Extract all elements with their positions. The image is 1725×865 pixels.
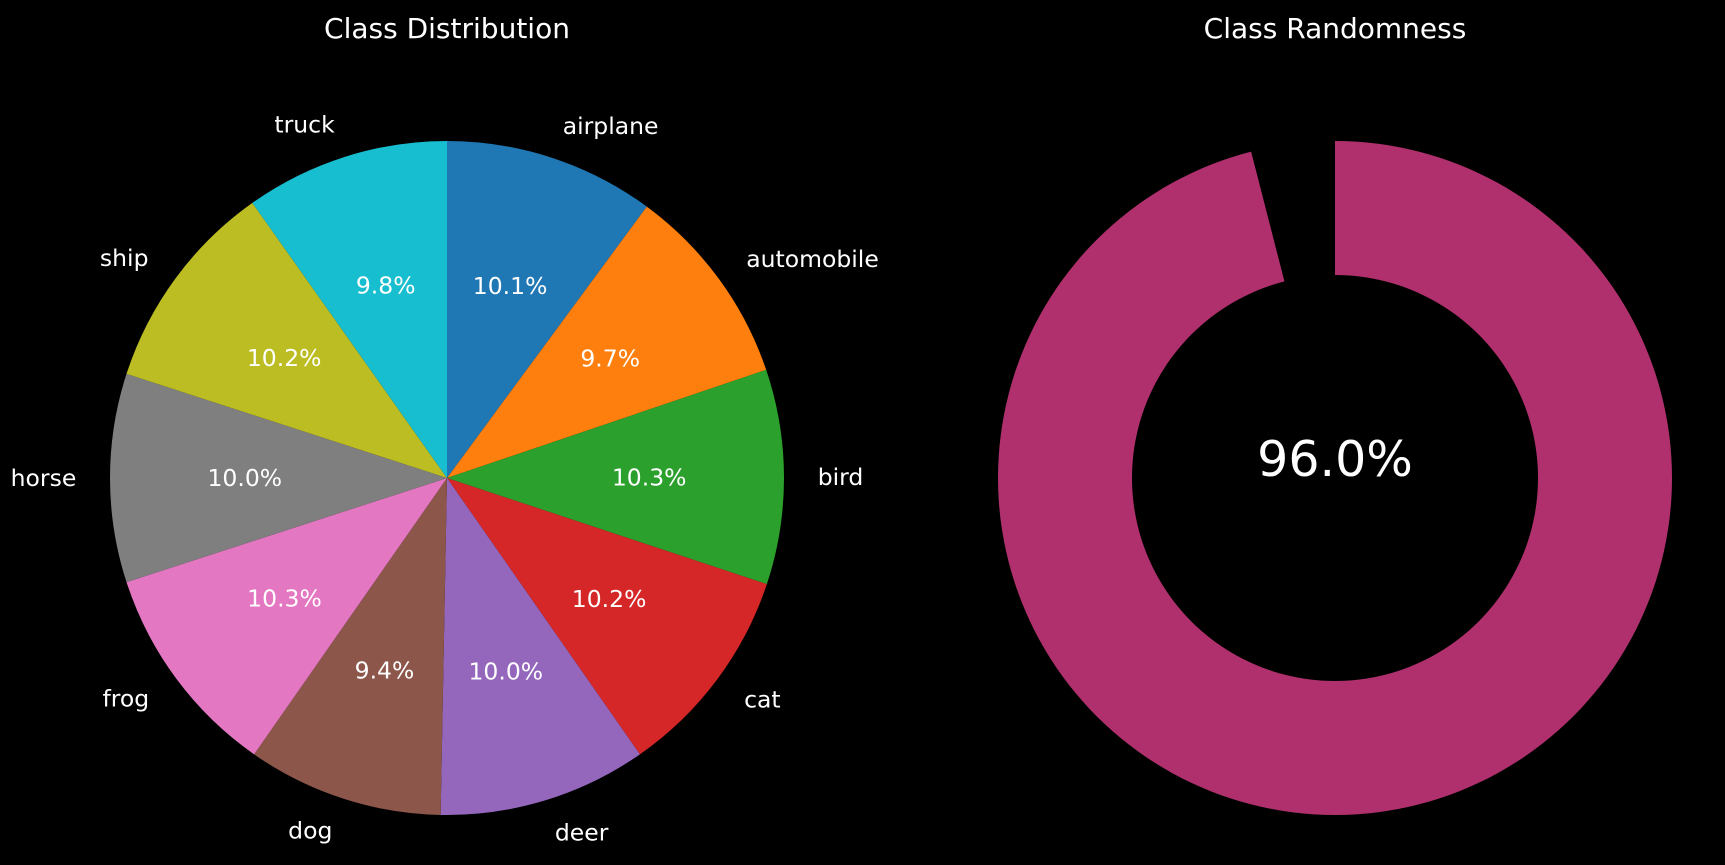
donut-segment-remainder	[1251, 141, 1335, 282]
pie-slice-cat	[447, 478, 767, 755]
pie-label-deer: deer	[555, 819, 609, 847]
pie-percent-truck: 9.8%	[356, 271, 416, 299]
pie-slice-airplane	[447, 141, 647, 478]
pie-label-truck: truck	[274, 111, 335, 139]
pie-slice-automobile	[447, 206, 767, 478]
pie-slice-deer	[440, 478, 640, 815]
pie-percent-ship: 10.2%	[247, 344, 322, 372]
pie-slice-horse	[110, 373, 447, 583]
pie-percent-horse: 10.0%	[207, 464, 282, 492]
class-randomness-title: Class Randomness	[1204, 12, 1467, 45]
pie-label-automobile: automobile	[746, 245, 879, 273]
donut-segment-randomness	[998, 141, 1673, 815]
donut-slices	[998, 141, 1673, 815]
pie-slice-dog	[254, 478, 447, 815]
pie-percent-dog: 9.4%	[355, 656, 415, 684]
pie-label-dog: dog	[288, 817, 332, 845]
randomness-center-value: 96.0%	[1257, 431, 1413, 488]
pie-label-frog: frog	[102, 685, 149, 713]
pie-label-bird: bird	[818, 463, 864, 491]
pie-percent-deer: 10.0%	[468, 657, 543, 685]
pie-slice-ship	[126, 202, 447, 478]
pie-percent-cat: 10.2%	[572, 585, 647, 613]
pie-slice-bird	[447, 369, 784, 585]
pie-percent-automobile: 9.7%	[580, 345, 640, 373]
pie-percent-airplane: 10.1%	[473, 272, 548, 300]
pie-slices	[110, 141, 784, 815]
pie-percent-frog: 10.3%	[247, 584, 322, 612]
pie-label-horse: horse	[11, 464, 77, 492]
pie-label-ship: ship	[100, 244, 149, 272]
pie-labels: airplane 10.1% automobile 9.7% bird 10.3% cat 1…	[11, 111, 879, 847]
class-randomness-chart: Class Randomness 96.0%	[998, 12, 1673, 815]
class-distribution-chart: Class Distribution airplane 10.1% automobi…	[11, 12, 879, 847]
pie-slice-frog	[126, 478, 447, 755]
pie-slice-truck	[252, 141, 447, 478]
pie-label-airplane: airplane	[563, 112, 659, 140]
pie-percent-bird: 10.3%	[612, 463, 687, 491]
class-distribution-title: Class Distribution	[324, 12, 570, 45]
pie-label-cat: cat	[744, 686, 781, 714]
